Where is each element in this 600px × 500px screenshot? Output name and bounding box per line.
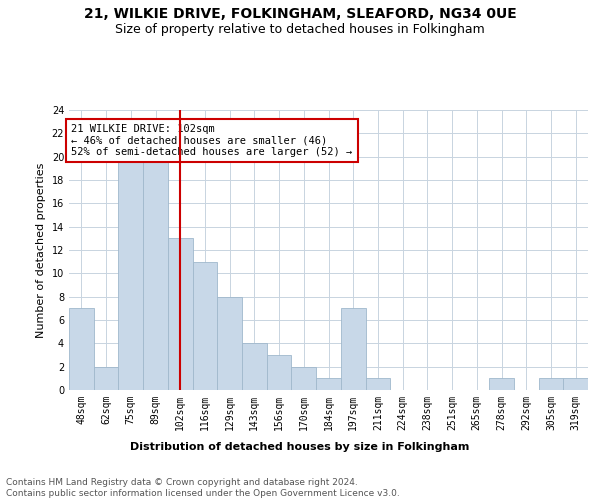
Bar — [341, 308, 365, 390]
Bar — [539, 378, 563, 390]
Bar — [118, 156, 143, 390]
Bar — [563, 378, 588, 390]
Bar — [365, 378, 390, 390]
Bar — [94, 366, 118, 390]
Text: 21 WILKIE DRIVE: 102sqm
← 46% of detached houses are smaller (46)
52% of semi-de: 21 WILKIE DRIVE: 102sqm ← 46% of detache… — [71, 124, 353, 157]
Bar — [292, 366, 316, 390]
Bar — [489, 378, 514, 390]
Bar — [217, 296, 242, 390]
Bar — [193, 262, 217, 390]
Bar — [316, 378, 341, 390]
Text: Contains HM Land Registry data © Crown copyright and database right 2024.
Contai: Contains HM Land Registry data © Crown c… — [6, 478, 400, 498]
Bar — [242, 344, 267, 390]
Text: Size of property relative to detached houses in Folkingham: Size of property relative to detached ho… — [115, 22, 485, 36]
Bar — [69, 308, 94, 390]
Bar — [267, 355, 292, 390]
Text: Distribution of detached houses by size in Folkingham: Distribution of detached houses by size … — [130, 442, 470, 452]
Bar — [143, 156, 168, 390]
Y-axis label: Number of detached properties: Number of detached properties — [36, 162, 46, 338]
Text: 21, WILKIE DRIVE, FOLKINGHAM, SLEAFORD, NG34 0UE: 21, WILKIE DRIVE, FOLKINGHAM, SLEAFORD, … — [83, 8, 517, 22]
Bar — [168, 238, 193, 390]
